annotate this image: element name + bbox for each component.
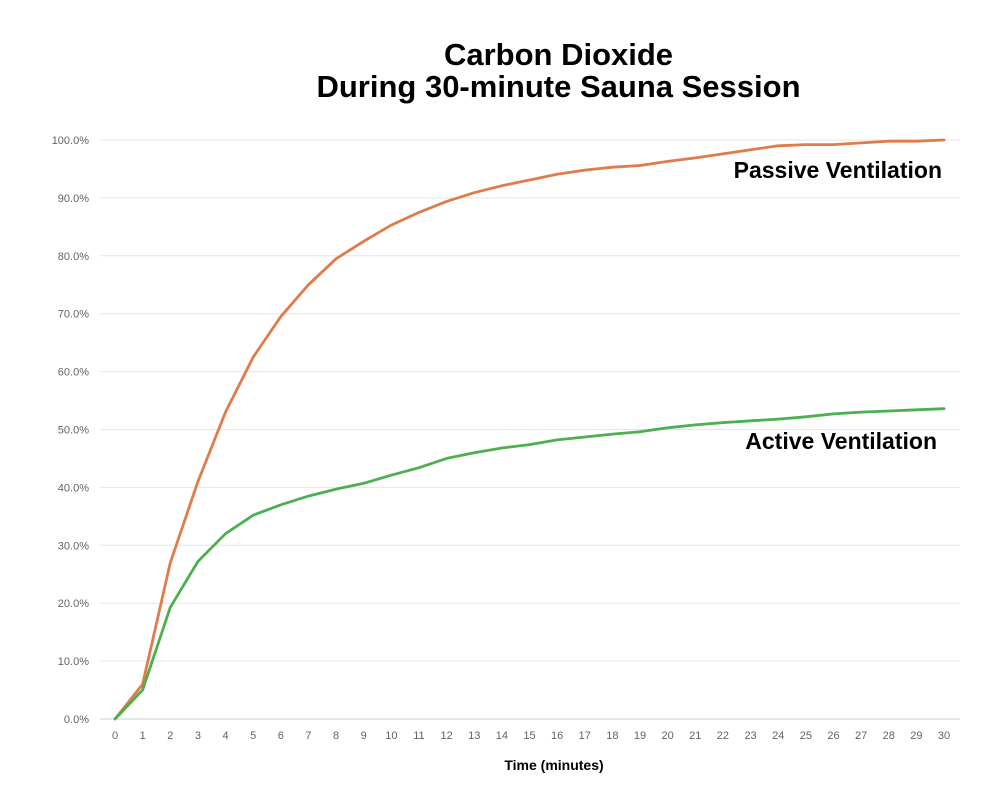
x-axis-tick-labels: 0 1 2 3 4 5 6 7 8 9 10 11 12 13 14 15 16 17 18 19 20 21 22 23 24… — [112, 730, 950, 742]
y-tick-label: 30.0% — [58, 540, 89, 552]
y-tick-label: 40.0% — [58, 482, 89, 494]
x-tick-label: 16 — [551, 730, 563, 742]
x-tick-label: 13 — [468, 730, 480, 742]
x-tick-label: 4 — [222, 730, 228, 742]
series-line-passive — [113, 138, 946, 721]
x-tick-label: 3 — [195, 730, 201, 742]
series-label-passive: Passive Ventilation — [734, 157, 942, 183]
y-tick-label: 70.0% — [58, 309, 89, 321]
x-tick-label: 10 — [385, 730, 397, 742]
x-tick-label: 19 — [634, 730, 646, 742]
y-tick-label: 20.0% — [58, 598, 89, 610]
x-tick-label: 28 — [883, 730, 895, 742]
x-tick-label: 29 — [910, 730, 922, 742]
y-axis-tick-labels: 0.0% 10.0% 20.0% 30.0% 40.0% 50.0% 60.0% 70.0% 8… — [52, 135, 90, 726]
x-tick-label: 12 — [440, 730, 452, 742]
x-tick-label: 7 — [305, 730, 311, 742]
x-tick-label: 26 — [827, 730, 839, 742]
x-tick-label: 2 — [167, 730, 173, 742]
series-label-active: Active Ventilation — [745, 428, 937, 454]
series-lines — [113, 138, 946, 721]
x-tick-label: 11 — [413, 730, 424, 742]
x-axis-label: Time (minutes) — [504, 757, 603, 773]
y-tick-label: 10.0% — [58, 656, 89, 668]
y-tick-label: 100.0% — [52, 135, 90, 147]
x-tick-label: 15 — [523, 730, 535, 742]
chart-title-line-1: Carbon Dioxide — [443, 37, 674, 72]
x-tick-label: 17 — [579, 730, 591, 742]
x-tick-label: 21 — [689, 730, 701, 742]
chart-title-line-2: During 30-minute Sauna Session — [316, 69, 801, 104]
x-tick-label: 18 — [606, 730, 618, 742]
x-tick-label: 20 — [662, 730, 674, 742]
x-tick-label: 27 — [855, 730, 867, 742]
x-tick-label: 8 — [333, 730, 339, 742]
x-tick-label: 6 — [278, 730, 284, 742]
x-tick-label: 30 — [938, 730, 950, 742]
x-tick-label: 24 — [772, 730, 784, 742]
x-tick-label: 23 — [744, 730, 756, 742]
x-tick-label: 14 — [496, 730, 508, 742]
y-tick-label: 0.0% — [64, 714, 89, 726]
series-line-active — [113, 407, 946, 721]
x-tick-label: 0 — [112, 730, 118, 742]
x-tick-label: 9 — [361, 730, 367, 742]
x-tick-label: 22 — [717, 730, 729, 742]
y-tick-label: 60.0% — [58, 367, 89, 379]
y-tick-label: 90.0% — [58, 193, 89, 205]
x-tick-label: 25 — [800, 730, 812, 742]
x-tick-label: 1 — [140, 730, 146, 742]
x-tick-label: 5 — [250, 730, 256, 742]
y-tick-label: 80.0% — [58, 251, 89, 263]
gridlines — [100, 139, 960, 720]
y-tick-label: 50.0% — [58, 425, 89, 437]
